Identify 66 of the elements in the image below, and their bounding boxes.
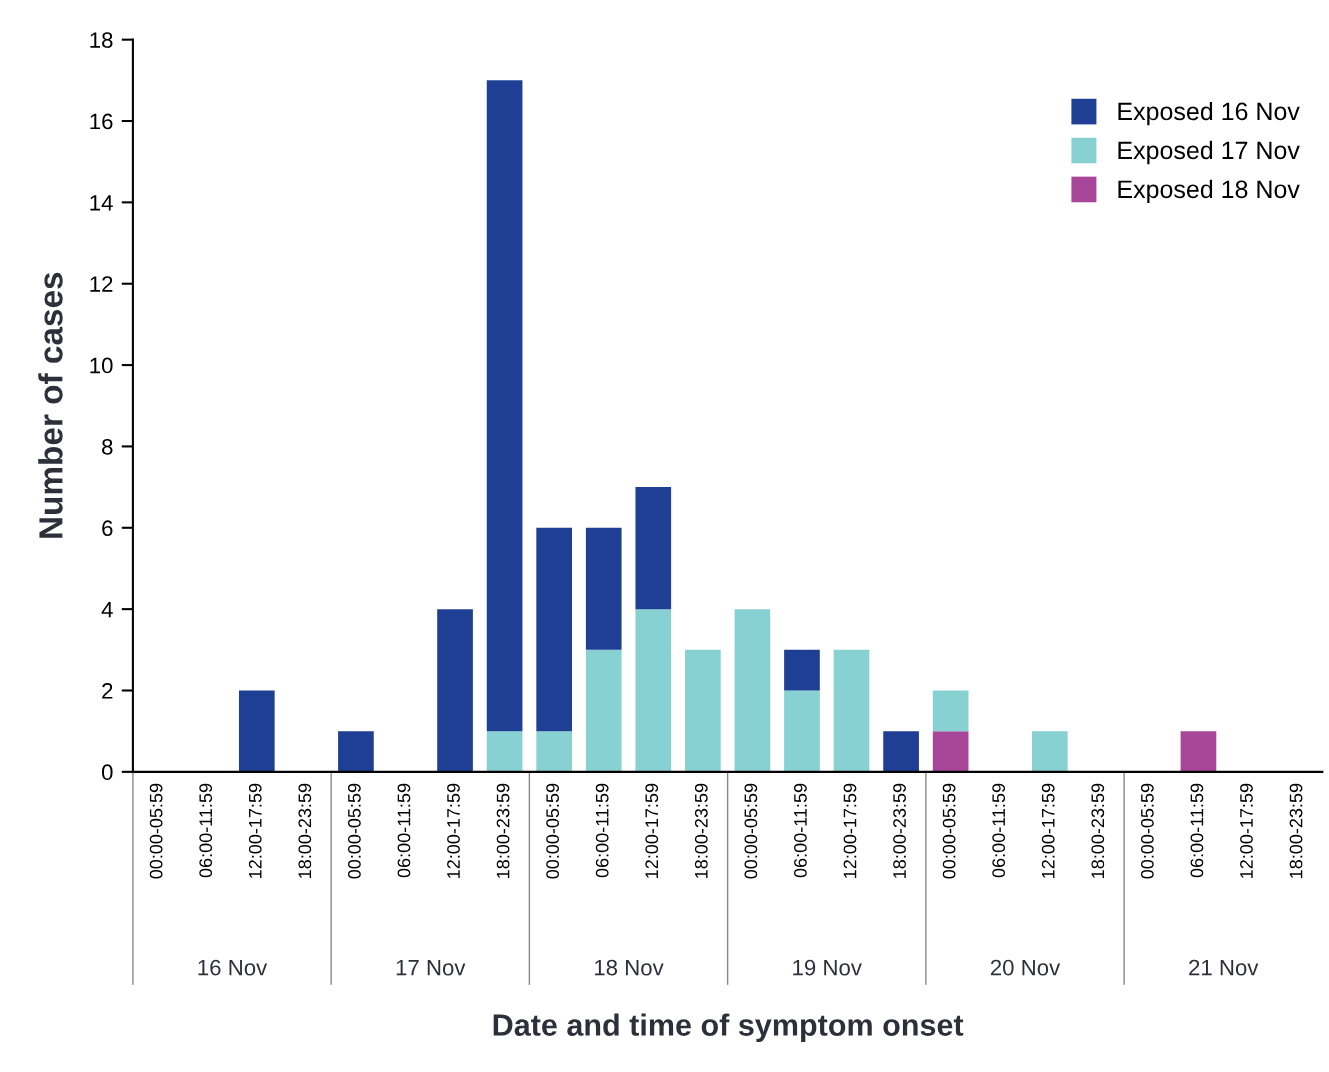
x-tick-label: 18:00-23:59 bbox=[694, 783, 708, 878]
bar bbox=[585, 649, 622, 772]
x-tick-label: 00:00-05:59 bbox=[744, 783, 758, 879]
legend-label: Exposed 18 Nov bbox=[1118, 179, 1300, 204]
y-tick-label: 14 bbox=[90, 195, 113, 211]
y-tick-label: 8 bbox=[102, 438, 113, 455]
bar bbox=[784, 690, 820, 772]
y-tick-label: 6 bbox=[102, 520, 113, 537]
bar bbox=[932, 731, 969, 772]
y-tick-label: 0 bbox=[101, 764, 113, 781]
x-tick-label: 12:00-17:59 bbox=[248, 783, 262, 878]
y-tick-label: 2 bbox=[102, 683, 113, 699]
bar bbox=[536, 731, 573, 772]
x-tick-label: 18:00-23:59 bbox=[298, 783, 312, 878]
legend-label: Exposed 17 Nov bbox=[1118, 140, 1300, 165]
x-tick-label: 00:00-05:59 bbox=[149, 783, 163, 879]
x-tick-label: 00:00-05:59 bbox=[1140, 783, 1154, 879]
bar bbox=[238, 690, 275, 772]
bar bbox=[437, 609, 473, 772]
x-tick-label: 12:00-17:59 bbox=[645, 783, 659, 878]
bar bbox=[833, 649, 870, 772]
y-tick-label: 4 bbox=[101, 601, 113, 618]
y-tick-label: 18 bbox=[90, 32, 113, 48]
bar bbox=[784, 649, 820, 691]
y-axis-title: Number of cases bbox=[38, 272, 63, 538]
bar bbox=[883, 731, 919, 772]
x-tick-label: 12:00-17:59 bbox=[1041, 783, 1055, 878]
x-tick-label: 12:00-17:59 bbox=[447, 783, 460, 878]
x-tick-label: 06:00-11:59 bbox=[595, 783, 609, 878]
text: 17 Nov bbox=[396, 959, 466, 976]
bar bbox=[486, 731, 523, 772]
x-tick-label: 18:00-23:59 bbox=[1289, 783, 1303, 878]
bar bbox=[585, 527, 622, 650]
bar bbox=[932, 690, 969, 732]
bar bbox=[486, 80, 523, 732]
x-tick-label: 00:00-05:59 bbox=[347, 783, 361, 879]
x-tick-label: 18:00-23:59 bbox=[893, 783, 906, 878]
x-tick-label: 00:00-05:59 bbox=[942, 783, 956, 879]
bar bbox=[734, 609, 771, 772]
bar bbox=[1031, 731, 1068, 772]
y-tick-label: 12 bbox=[90, 276, 113, 292]
x-tick-label: 06:00-11:59 bbox=[397, 783, 411, 878]
text: 20 Nov bbox=[990, 959, 1061, 976]
legend-label: Exposed 16 Nov bbox=[1118, 101, 1300, 126]
x-tick-label: 12:00-17:59 bbox=[843, 783, 857, 878]
x-tick-label: 12:00-17:59 bbox=[1240, 783, 1253, 878]
text: 19 Nov bbox=[793, 959, 862, 976]
text: 18 Nov bbox=[595, 959, 664, 976]
y-tick-label: 16 bbox=[90, 113, 113, 130]
bar bbox=[536, 527, 573, 732]
x-tick-label: 18:00-23:59 bbox=[496, 783, 510, 878]
bar bbox=[338, 731, 374, 772]
text: 21 Nov bbox=[1189, 959, 1259, 976]
x-axis-title: Date and time of symptom onset bbox=[493, 1013, 964, 1042]
x-tick-label: 06:00-11:59 bbox=[199, 783, 213, 878]
y-tick-label: 10 bbox=[90, 357, 113, 374]
x-tick-label: 06:00-11:59 bbox=[992, 783, 1006, 878]
x-tick-label: 06:00-11:59 bbox=[1190, 783, 1204, 878]
text: 16 Nov bbox=[198, 959, 268, 976]
bar bbox=[1180, 731, 1217, 772]
bar bbox=[685, 649, 721, 772]
bar bbox=[635, 487, 672, 610]
bar bbox=[635, 609, 672, 772]
x-tick-label: 06:00-11:59 bbox=[794, 783, 807, 878]
x-tick-label: 18:00-23:59 bbox=[1091, 783, 1105, 878]
x-tick-label: 00:00-05:59 bbox=[546, 783, 560, 879]
